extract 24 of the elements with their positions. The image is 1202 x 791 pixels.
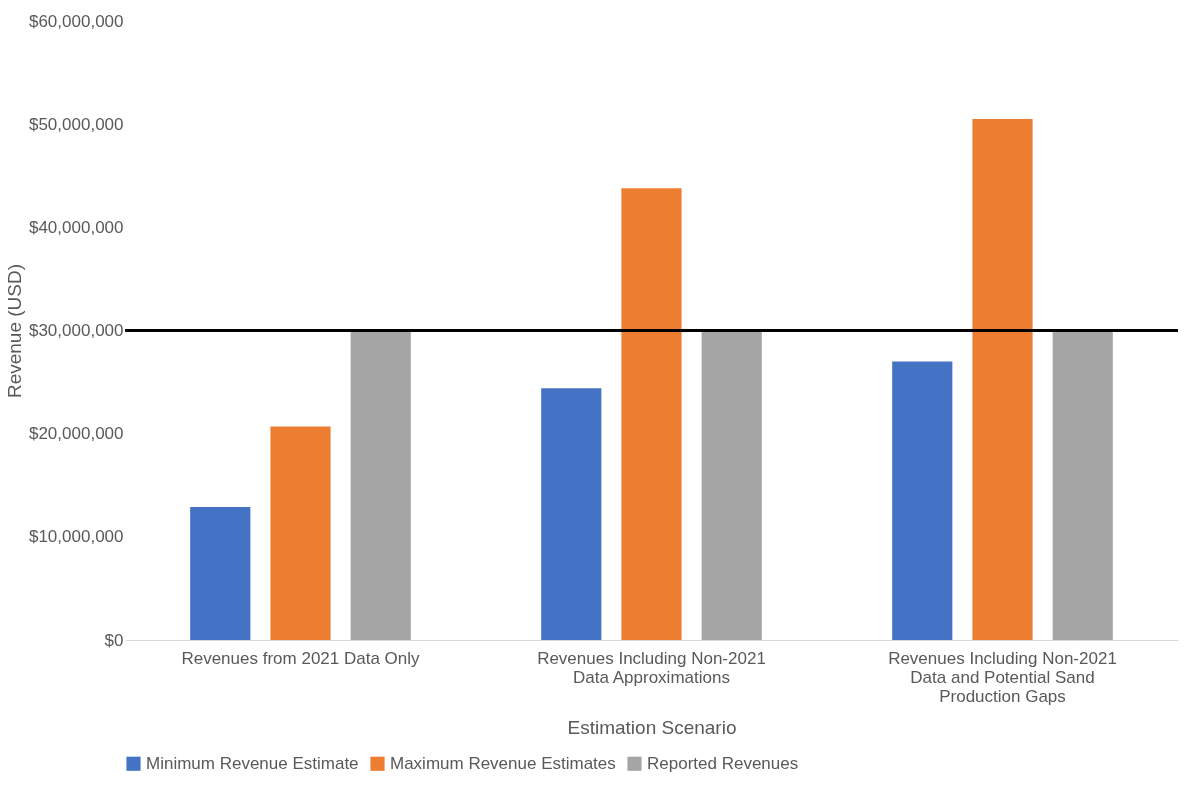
y-tick-label: $50,000,000	[28, 114, 124, 134]
y-tick-label: $20,000,000	[28, 424, 124, 444]
legend-label: Maximum Revenue Estimates	[390, 753, 616, 773]
bar	[1052, 330, 1113, 640]
x-tick-label: Revenues Including Non-2021 Data and Potential Sand Production Gaps	[888, 648, 1117, 706]
bar	[701, 330, 762, 640]
bar	[541, 388, 602, 640]
y-tick-label: $30,000,000	[28, 321, 124, 340]
bar	[270, 426, 331, 640]
bar	[190, 506, 251, 640]
y-tick-label: $10,000,000	[28, 527, 124, 547]
bar	[892, 361, 953, 640]
bar	[972, 119, 1033, 640]
x-tick-label: Revenues from 2021 Data Only	[181, 648, 421, 668]
bar	[621, 188, 682, 640]
legend-label: Minimum Revenue Estimate	[146, 753, 359, 773]
legend-label: Reported Revenues	[647, 753, 799, 773]
y-tick-label: $40,000,000	[28, 217, 124, 237]
bar	[350, 330, 411, 640]
y-axis-title: Revenue (USD)	[3, 263, 25, 399]
x-axis-title: Estimation Scenario	[567, 716, 737, 738]
y-tick-label: $60,000,000	[28, 11, 124, 31]
x-tick-label: Revenues Including Non-2021 Data Approximations	[537, 648, 766, 687]
y-tick-label: $0	[104, 630, 124, 650]
